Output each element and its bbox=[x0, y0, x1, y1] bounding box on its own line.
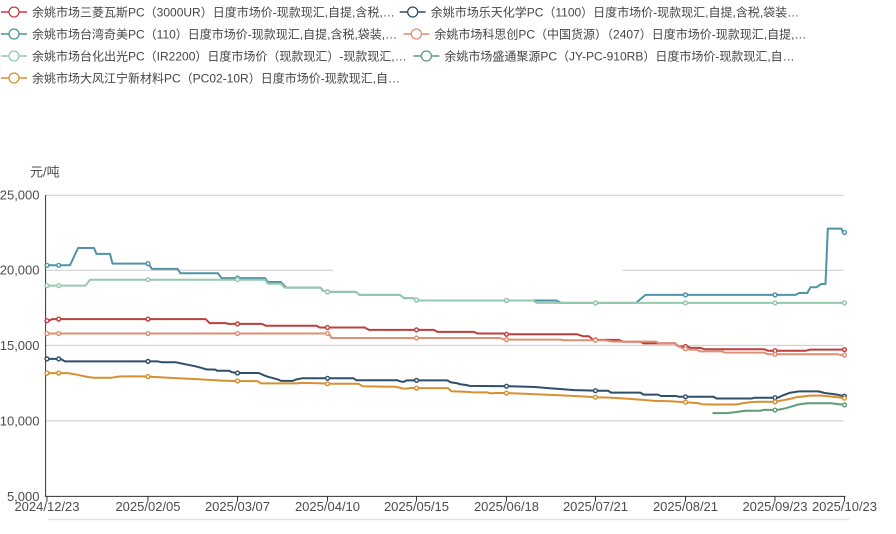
svg-text:10,000: 10,000 bbox=[0, 413, 40, 428]
svg-text:余姚市场盛通聚源PC（JY-PC-910RB）日度市场价-现: 余姚市场盛通聚源PC（JY-PC-910RB）日度市场价-现款现汇,自… bbox=[444, 48, 794, 63]
svg-text:余姚市场科思创PC（中国货源）（2407）日度市场价-现款现: 余姚市场科思创PC（中国货源）（2407）日度市场价-现款现汇,自提,… bbox=[434, 26, 806, 41]
svg-text:2024/12/23: 2024/12/23 bbox=[14, 499, 79, 514]
svg-text:15,000: 15,000 bbox=[0, 338, 40, 353]
svg-text:2025/09/23: 2025/09/23 bbox=[742, 499, 807, 514]
svg-text:5,000: 5,000 bbox=[7, 489, 40, 504]
svg-text:25,000: 25,000 bbox=[0, 188, 40, 203]
svg-text:2025/07/21: 2025/07/21 bbox=[563, 499, 628, 514]
svg-text:2025/08/21: 2025/08/21 bbox=[653, 499, 718, 514]
svg-text:元/吨: 元/吨 bbox=[30, 165, 60, 180]
svg-text:2025/03/07: 2025/03/07 bbox=[205, 499, 270, 514]
svg-text:余姚市场台湾奇美PC（110）日度市场价-现款现汇,自提,含: 余姚市场台湾奇美PC（110）日度市场价-现款现汇,自提,含税,袋装,… bbox=[32, 26, 397, 41]
svg-text:2025/02/05: 2025/02/05 bbox=[115, 499, 180, 514]
svg-text:余姚市场大风江宁新材料PC（PC02-10R）日度市场价-现: 余姚市场大风江宁新材料PC（PC02-10R）日度市场价-现款现汇,自… bbox=[32, 70, 400, 85]
svg-text:余姚市场台化出光PC（IR2200）日度市场价（现款现汇）-: 余姚市场台化出光PC（IR2200）日度市场价（现款现汇）-现款现汇,… bbox=[32, 48, 407, 63]
svg-text:2025/06/18: 2025/06/18 bbox=[474, 499, 539, 514]
svg-text:20,000: 20,000 bbox=[0, 263, 40, 278]
svg-text:余姚市场三菱瓦斯PC（3000UR）日度市场价-现款现汇,自: 余姚市场三菱瓦斯PC（3000UR）日度市场价-现款现汇,自提,含税,… bbox=[32, 4, 395, 19]
svg-text:2025/10/23: 2025/10/23 bbox=[812, 499, 877, 514]
svg-text:余姚市场乐天化学PC（1100）日度市场价-现款现汇,自提,: 余姚市场乐天化学PC（1100）日度市场价-现款现汇,自提,含税,袋装… bbox=[431, 4, 799, 19]
svg-text:2025/04/10: 2025/04/10 bbox=[295, 499, 360, 514]
svg-text:2025/05/15: 2025/05/15 bbox=[384, 499, 449, 514]
